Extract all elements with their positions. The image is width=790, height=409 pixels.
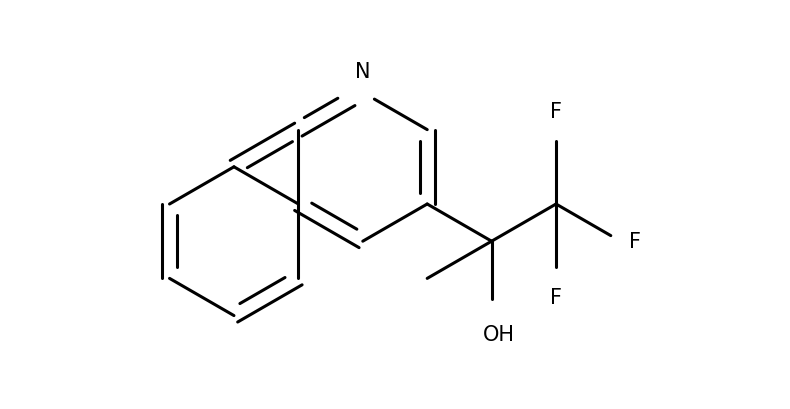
Text: N: N [355,62,371,82]
Text: F: F [630,231,641,252]
Text: F: F [550,288,562,308]
Text: F: F [550,101,562,121]
Text: OH: OH [483,325,515,345]
